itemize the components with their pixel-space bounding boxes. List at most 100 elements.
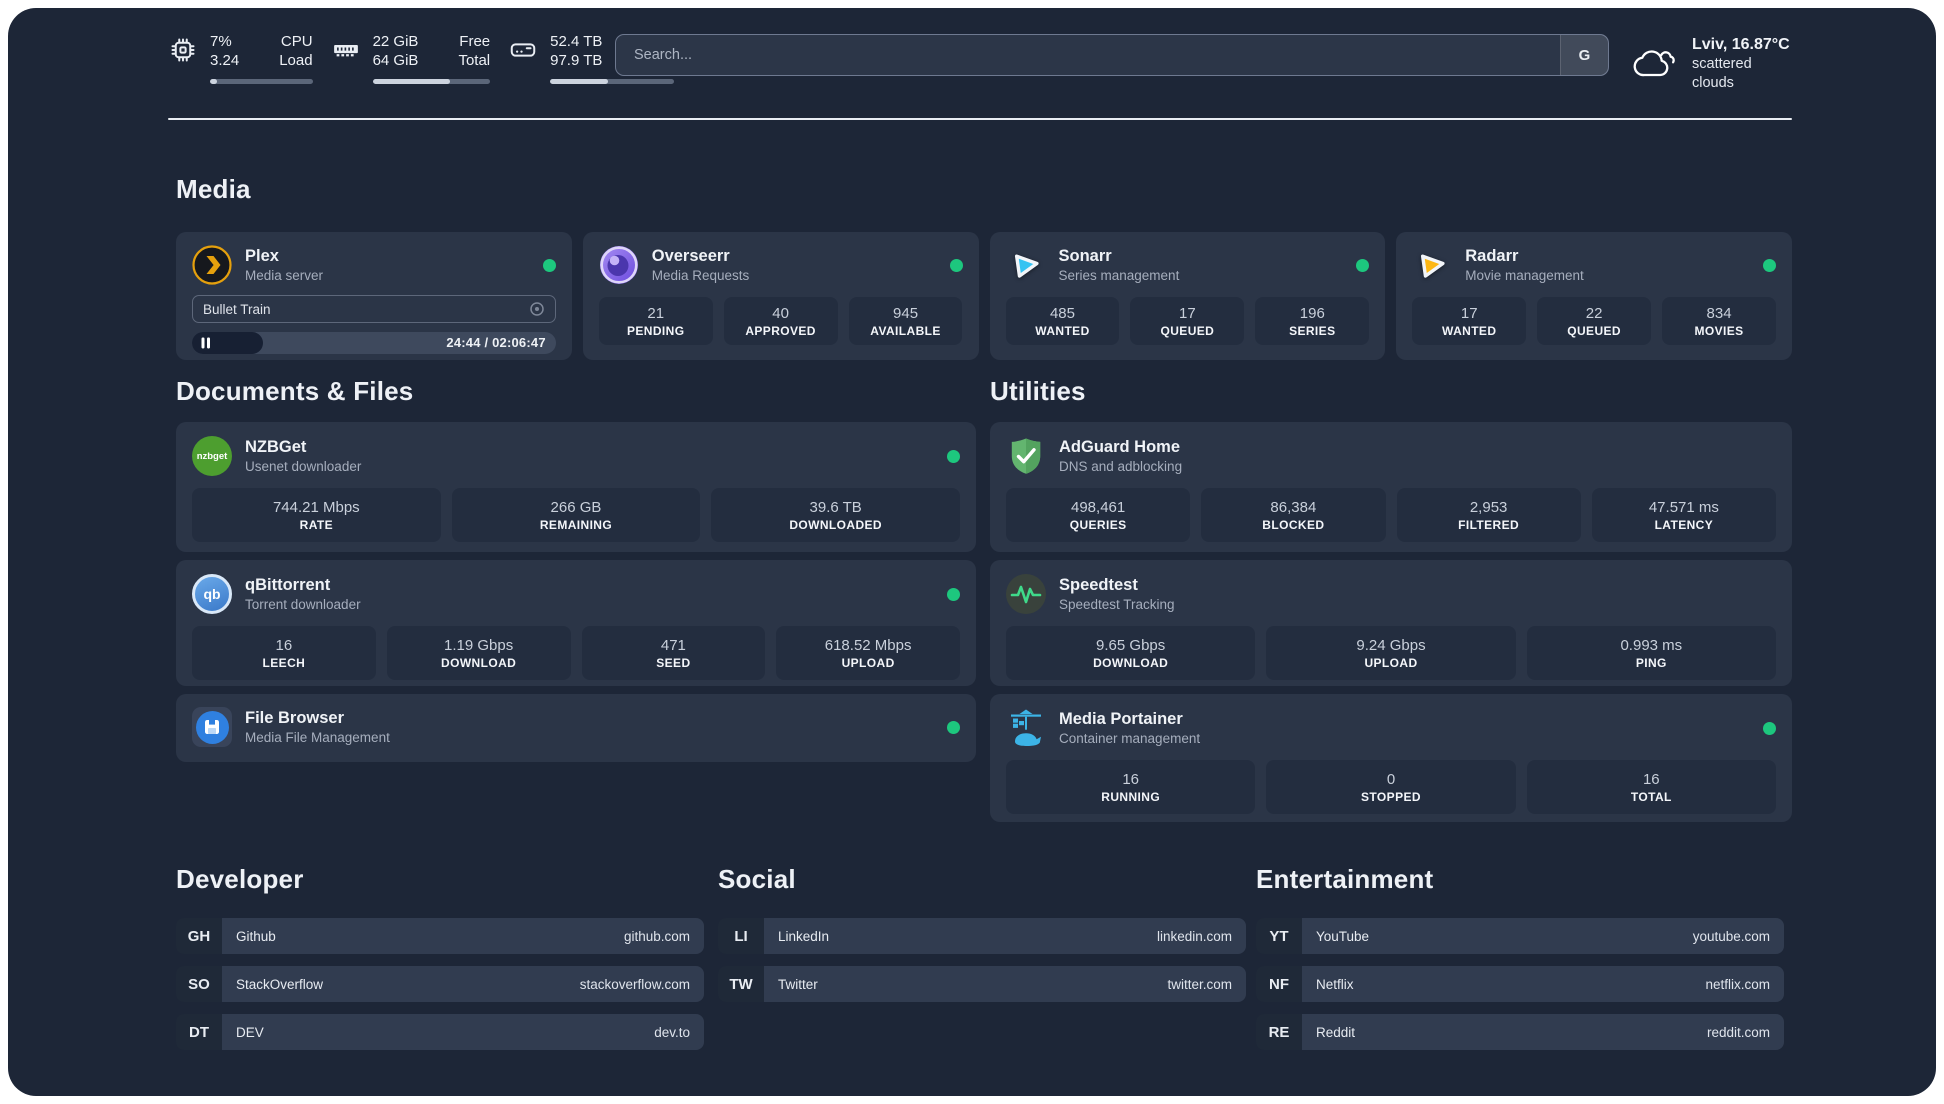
pause-icon[interactable]	[201, 337, 211, 349]
app-card-radarr[interactable]: Radarr Movie management 17 WANTED 22 QUE…	[1396, 232, 1792, 360]
link-row-github[interactable]: GH Github github.com	[176, 918, 704, 954]
app-subtitle: Movie management	[1465, 267, 1584, 283]
app-card-speedtest[interactable]: Speedtest Speedtest Tracking 9.65 Gbps D…	[990, 560, 1792, 686]
app-card-adguard[interactable]: AdGuard Home DNS and adblocking 498,461 …	[990, 422, 1792, 552]
stat-label: QUEUED	[1567, 323, 1621, 338]
cpu-usage-value: 7%	[210, 33, 232, 50]
stat-label: BLOCKED	[1262, 517, 1325, 532]
stat-label: LATENCY	[1654, 517, 1714, 532]
stat-tile-blocked: 86,384 BLOCKED	[1201, 488, 1386, 542]
stat-value: 16	[1642, 770, 1660, 788]
app-card-portainer[interactable]: Media Portainer Container management 16 …	[990, 694, 1792, 822]
stat-tile-upload: 9.24 Gbps UPLOAD	[1266, 626, 1516, 680]
stat-label: PENDING	[626, 323, 685, 338]
stat-value: 47.571 ms	[1648, 498, 1719, 516]
stat-label: UPLOAD	[1364, 655, 1418, 670]
link-name: Github	[236, 928, 276, 944]
qbittorrent-icon: qb	[192, 574, 232, 614]
ram-usage-bar	[372, 79, 491, 84]
app-title: File Browser	[245, 708, 345, 727]
now-playing-session-icon[interactable]	[529, 301, 545, 317]
stat-tile-upload: 618.52 Mbps UPLOAD	[776, 626, 960, 680]
search-input[interactable]	[616, 35, 1560, 75]
app-title: Speedtest	[1059, 575, 1138, 594]
link-row-stackoverflow[interactable]: SO StackOverflow stackoverflow.com	[176, 966, 704, 1002]
app-title: NZBGet	[245, 437, 307, 456]
link-row-twitter[interactable]: TW Twitter twitter.com	[718, 966, 1246, 1002]
app-card-nzbget[interactable]: nzbget NZBGet Usenet downloader 744.21 M…	[176, 422, 976, 552]
link-initials: SO	[176, 966, 222, 1002]
stat-tile-wanted: 17 WANTED	[1412, 297, 1527, 345]
app-subtitle: Speedtest Tracking	[1059, 596, 1175, 612]
link-name: LinkedIn	[778, 928, 830, 944]
stat-tile-queries: 498,461 QUERIES	[1006, 488, 1191, 542]
weather-widget[interactable]: Lviv, 16.87°C scattered clouds	[1632, 34, 1792, 93]
section-title-entertainment: Entertainment	[1256, 864, 1434, 894]
app-subtitle: Container management	[1059, 730, 1201, 746]
memory-stat-widget: 22 GiB 64 GiB Free Total	[331, 32, 491, 84]
link-url: dev.to	[654, 1024, 690, 1040]
stat-label: APPROVED	[745, 323, 816, 338]
link-row-netflix[interactable]: NF Netflix netflix.com	[1256, 966, 1784, 1002]
nzbget-icon-text: nzbget	[196, 450, 228, 462]
stat-value: 0.993 ms	[1620, 636, 1683, 654]
link-url: linkedin.com	[1156, 928, 1232, 944]
stat-label: RUNNING	[1101, 789, 1161, 804]
link-name: DEV	[236, 1024, 264, 1040]
playback-progress-bar[interactable]: 24:44 / 02:06:47	[192, 332, 556, 354]
app-card-plex[interactable]: Plex Media server Bullet Train	[176, 232, 572, 360]
adguard-icon	[1006, 436, 1046, 476]
app-card-filebrowser[interactable]: File Browser Media File Management	[176, 694, 976, 762]
stat-tile-rate: 744.21 Mbps RATE	[192, 488, 441, 542]
link-initials: NF	[1256, 966, 1302, 1002]
search-engine-button[interactable]: G	[1560, 35, 1608, 75]
stat-value: 0	[1386, 770, 1396, 788]
stat-label: PING	[1635, 655, 1667, 670]
section-title-documents: Documents & Files	[176, 376, 414, 406]
link-url: github.com	[623, 928, 690, 944]
cpu-stat-widget: 7% 3.24 CPU Load	[168, 32, 313, 84]
stat-value: 834	[1706, 304, 1732, 322]
link-initials: LI	[718, 918, 764, 954]
app-subtitle: Usenet downloader	[245, 458, 362, 474]
stat-label: REMAINING	[539, 517, 613, 532]
link-row-dev[interactable]: DT DEV dev.to	[176, 1014, 704, 1050]
app-subtitle: Torrent downloader	[245, 596, 361, 612]
app-title: Plex	[245, 246, 279, 265]
stat-value: 9.24 Gbps	[1356, 636, 1426, 654]
cpu-usage-bar-fill	[210, 79, 218, 84]
stat-tile-filtered: 2,953 FILTERED	[1396, 488, 1581, 542]
stat-value: 266 GB	[550, 498, 602, 516]
stat-value: 945	[893, 304, 919, 322]
stat-label: SEED	[656, 655, 691, 670]
stat-label: WANTED	[1035, 323, 1090, 338]
cpu-label-top: CPU	[280, 33, 313, 50]
stat-value: 9.65 Gbps	[1096, 636, 1166, 654]
stat-tile-queued: 22 QUEUED	[1537, 297, 1652, 345]
status-indicator	[542, 258, 556, 272]
app-subtitle: Media server	[245, 267, 324, 283]
link-url: youtube.com	[1692, 928, 1770, 944]
cpu-label-bottom: Load	[279, 52, 313, 69]
ram-icon	[331, 35, 361, 65]
search-bar: G	[615, 34, 1609, 76]
app-card-overseerr[interactable]: Overseerr Media Requests 21 PENDING 40 A…	[582, 232, 979, 360]
stat-value: 17	[1179, 304, 1196, 322]
link-row-reddit[interactable]: RE Reddit reddit.com	[1256, 1014, 1784, 1050]
stat-tile-ping: 0.993 ms PING	[1526, 626, 1776, 680]
link-row-linkedin[interactable]: LI LinkedIn linkedin.com	[718, 918, 1246, 954]
stat-label: STOPPED	[1361, 789, 1421, 804]
stat-value: 22	[1585, 304, 1603, 322]
link-initials: RE	[1256, 1014, 1302, 1050]
app-card-sonarr[interactable]: Sonarr Series management 485 WANTED 17 Q…	[989, 232, 1386, 360]
stat-value: 86,384	[1270, 498, 1317, 516]
app-title: Radarr	[1465, 246, 1519, 265]
app-title: qBittorrent	[245, 575, 331, 594]
disk-total-value: 97.9 TB	[550, 52, 603, 69]
disk-icon	[508, 35, 538, 65]
section-title-developer: Developer	[176, 864, 304, 894]
app-card-qbittorrent[interactable]: qb qBittorrent Torrent downloader 16 LEE…	[176, 560, 976, 686]
stat-label: DOWNLOADED	[789, 517, 882, 532]
section-title-media: Media	[176, 174, 251, 204]
link-row-youtube[interactable]: YT YouTube youtube.com	[1256, 918, 1784, 954]
